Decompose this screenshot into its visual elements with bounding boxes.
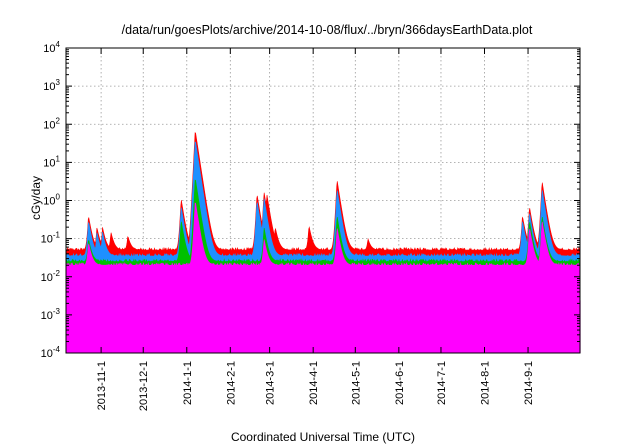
y-tick-label: 10-4 [41,345,61,360]
y-tick-label: 10-1 [41,231,61,246]
x-tick-label: 2014-2-1 [225,361,237,405]
plot-area [65,132,581,354]
x-tick-label: 2014-7-1 [436,361,448,405]
y-tick-label: 10-2 [41,269,61,284]
y-tick-label: 102 [43,116,60,131]
y-tick-label: 104 [43,40,60,55]
y-tick-label: 100 [43,193,60,208]
y-tick-label: 103 [43,78,60,93]
x-tick-label: 2014-8-1 [480,361,492,405]
x-tick-label: 2014-5-1 [350,361,362,405]
x-tick-label: 2013-12-1 [138,361,150,411]
series-area [65,202,581,354]
x-tick-label: 2014-9-1 [523,361,535,405]
x-tick-label: 2014-4-1 [308,361,320,405]
x-tick-label: 2014-1-1 [182,361,194,405]
x-tick-label: 2013-11-1 [96,361,108,410]
axis-ticks: 10-4 10-3 10-2 10-1 100 101 102 103 104 2013-11-1… [41,40,580,411]
x-axis-label: Coordinated Universal Time (UTC) [231,430,415,444]
y-tick-label: 10-3 [41,307,61,322]
y-axis-label: cGy/day [29,176,43,220]
y-tick-label: 101 [43,154,60,169]
x-tick-label: 2014-6-1 [394,361,406,405]
x-tick-label: 2014-3-1 [265,361,277,405]
chart-title: /data/run/goesPlots/archive/2014-10-08/f… [122,23,533,37]
